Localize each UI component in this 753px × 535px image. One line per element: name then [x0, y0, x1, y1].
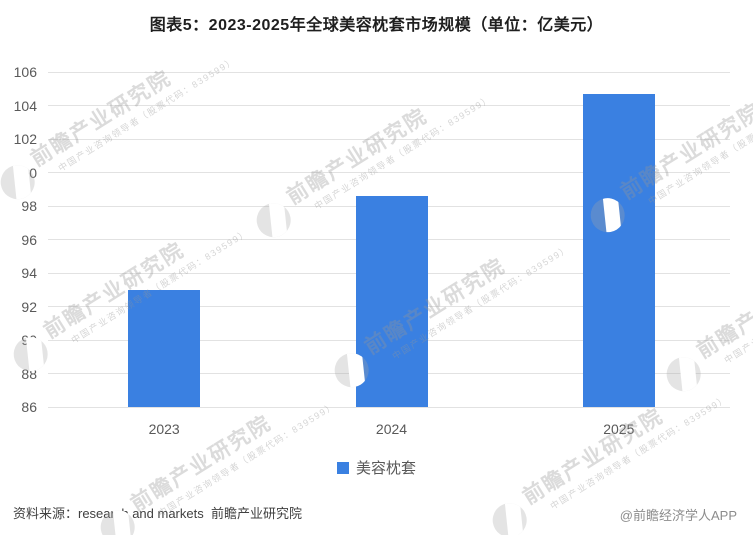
x-axis-tick-label: 2024	[375, 421, 408, 437]
legend-swatch	[336, 461, 349, 474]
y-axis-tick-label: 94	[21, 265, 37, 281]
legend-label: 美容枕套	[355, 460, 416, 477]
gridline	[48, 406, 730, 408]
source-note: 资料来源：research and markets 前瞻产业研究院	[13, 506, 302, 521]
y-axis-tick-label: 104	[13, 97, 37, 114]
x-axis-tick-label: 2023	[148, 421, 180, 437]
x-axis-tick-label: 2025	[603, 421, 635, 437]
y-axis-tick-label: 88	[21, 365, 37, 382]
bar-2023	[128, 289, 201, 407]
legend-item[interactable]: 美容枕套	[0, 457, 753, 478]
y-axis-tick-label: 90	[21, 332, 37, 348]
gridline	[48, 172, 730, 173]
chart-title: 图表5：2023-2025年全球美容枕套市场规模（单位：亿美元）	[149, 17, 604, 34]
y-axis-tick-label: 86	[21, 399, 37, 415]
credit-note: @前瞻经济学人APP	[619, 508, 737, 523]
y-axis-tick-label: 98	[21, 198, 37, 214]
y-axis-tick-label: 92	[21, 298, 37, 315]
y-axis-tick-label: 106	[13, 64, 37, 80]
bar-2024	[355, 195, 428, 407]
gridline	[48, 138, 730, 140]
bar-2025	[582, 93, 655, 407]
y-axis-tick-label: 96	[21, 231, 37, 248]
gridline	[48, 105, 730, 106]
y-axis-tick-label: 102	[13, 131, 37, 147]
y-axis-tick-label: 100	[13, 164, 37, 181]
gridline	[48, 71, 730, 73]
